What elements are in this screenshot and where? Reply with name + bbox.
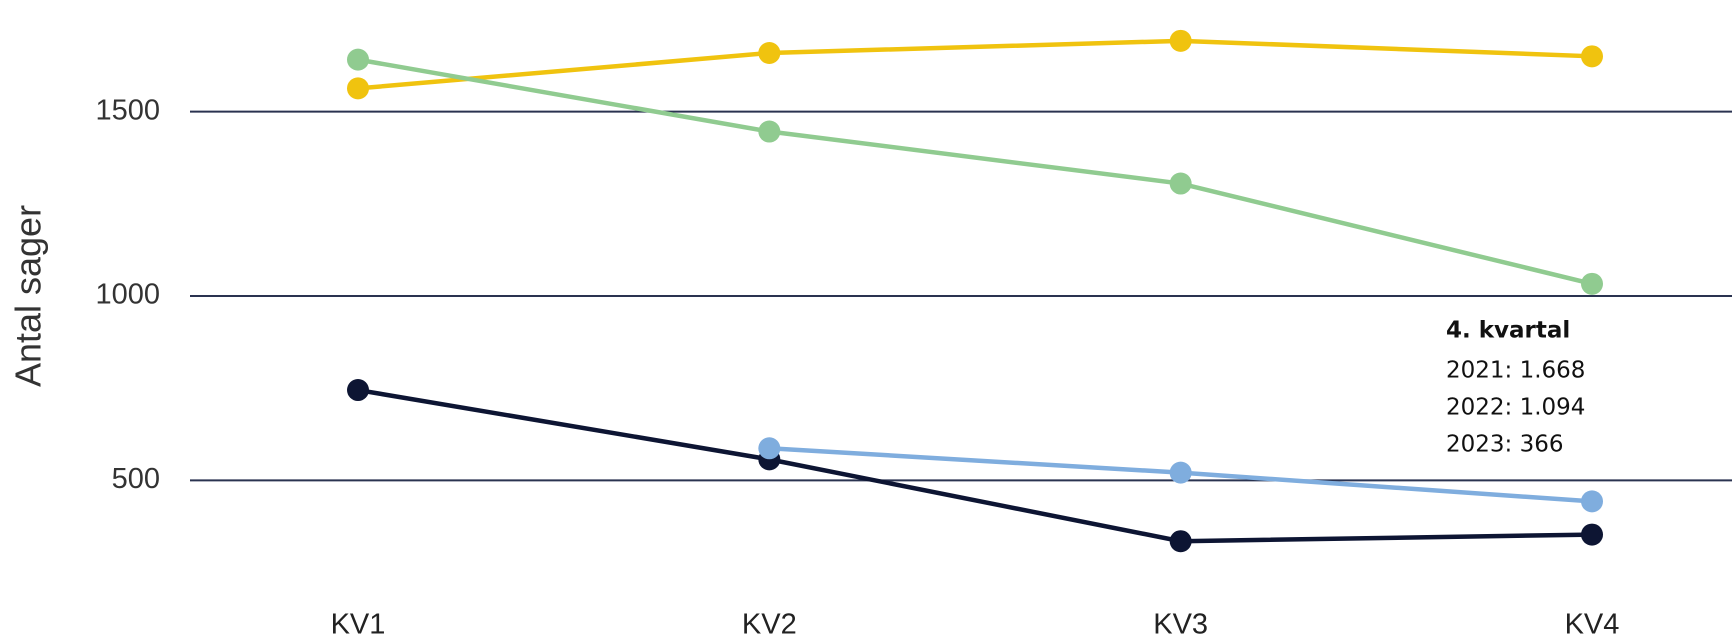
data-point [347,48,369,71]
data-point [1581,523,1603,546]
data-point [1581,490,1603,513]
data-point [347,77,369,100]
x-tick-label: KV3 [1153,609,1208,641]
data-point [1581,45,1603,68]
tooltip-line: 2023: 366 [1446,432,1564,458]
series-line [357,57,1593,287]
series-line [357,387,1593,544]
y-tick-label: 1500 [95,94,160,126]
x-tick-label: KV1 [331,609,386,641]
series-line [357,38,1593,91]
data-point [1169,461,1192,484]
data-point [1169,172,1192,195]
tooltip-title: 4. kvartal [1446,318,1570,344]
data-point [1169,530,1192,553]
tooltip-line: 2022: 1.094 [1446,395,1585,421]
y-tick-label: 1000 [95,279,160,311]
x-tick-label: KV2 [742,609,797,641]
data-point [758,120,781,143]
data-point [758,437,781,460]
x-tick-label: KV4 [1565,609,1620,641]
data-point [758,41,781,64]
y-axis-label: Antal sager [8,205,49,387]
tooltip-line: 2021: 1.668 [1446,358,1585,384]
y-tick-label: 500 [112,463,160,495]
data-point [1581,272,1603,295]
data-point [347,379,369,402]
data-point [1169,29,1192,52]
